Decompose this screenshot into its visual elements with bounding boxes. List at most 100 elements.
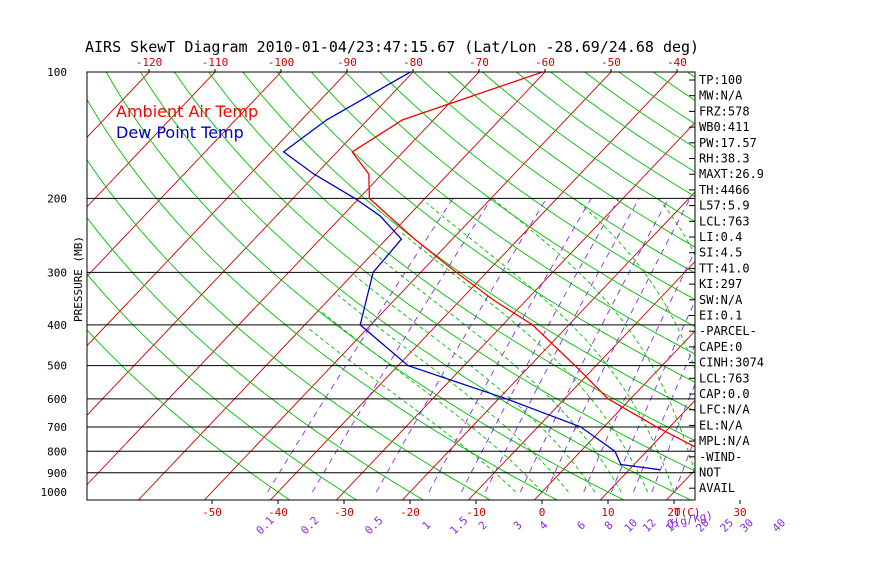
index-entry: CAP:0.0 <box>699 387 750 401</box>
index-entry: WB0:411 <box>699 120 750 134</box>
mixing-ratio-tick-label: 25 <box>718 516 737 535</box>
dry-adiabat-line <box>34 63 492 501</box>
profile-curves <box>283 71 746 470</box>
ambient-air-temp-point <box>745 469 746 470</box>
top-temp-tick-label: -50 <box>601 56 621 69</box>
pressure-tick-label: 100 <box>47 66 67 79</box>
dew-point-temp-point <box>373 272 374 273</box>
top-temp-tick-label: -90 <box>337 56 357 69</box>
index-entry: -PARCEL- <box>699 324 757 338</box>
dew-point-temp-point <box>283 151 284 152</box>
dry-adiabat-line <box>808 63 870 501</box>
top-temp-tick-label: -70 <box>469 56 489 69</box>
index-entry: -WIND- <box>699 450 742 464</box>
pressure-axis-label: PRESSURE (MB) <box>72 236 85 322</box>
bottom-temp-tick-label: 30 <box>733 506 746 519</box>
isotherm-line <box>265 53 696 506</box>
pressure-tick-label: 800 <box>47 445 67 458</box>
index-entry: L57:5.9 <box>699 199 750 213</box>
mixing-ratio-line <box>429 198 591 492</box>
index-entry: TP:100 <box>699 73 742 87</box>
index-entry: KI:297 <box>699 277 742 291</box>
ambient-air-temp-point <box>368 173 369 174</box>
moist-adiabat-line <box>400 232 647 492</box>
index-entry: EI:0.1 <box>699 309 742 323</box>
index-entry: CAPE:0 <box>699 340 742 354</box>
bottom-temp-tick-label: -40 <box>268 506 288 519</box>
mixing-ratio-tick-label: 2 <box>476 519 490 533</box>
legend-ambient-air-temp: Ambient Air Temp <box>116 102 258 121</box>
mixing-ratio-line <box>546 198 690 492</box>
dry-adiabat-line <box>775 63 870 501</box>
index-entry: RH:38.3 <box>699 152 750 166</box>
ambient-air-temp-point <box>456 272 457 273</box>
mixing-ratio-tick-label: 30 <box>738 516 757 535</box>
top-temp-tick-label: -40 <box>667 56 687 69</box>
index-entry: SI:4.5 <box>699 246 742 260</box>
top-temp-tick-label: -100 <box>268 56 295 69</box>
bottom-temp-tick-label: -30 <box>334 506 354 519</box>
dew-point-temp-point <box>401 239 402 240</box>
dry-adiabat-line <box>505 63 870 501</box>
ambient-air-temp-point <box>607 398 608 399</box>
ambient-air-temp-point <box>574 365 575 366</box>
dew-point-temp-line <box>284 72 660 470</box>
mixing-ratio-tick-label: 4 <box>537 518 551 532</box>
top-temp-tick-label: -110 <box>202 56 229 69</box>
isotherm-line <box>463 53 870 506</box>
dry-adiabat-line <box>640 63 870 501</box>
isotherm-line <box>859 53 870 506</box>
index-entry: SW:N/A <box>699 293 743 307</box>
isotherm-line <box>793 53 870 506</box>
dew-point-temp-point <box>354 198 355 199</box>
mixing-ratio-tick-label: 8 <box>602 519 616 533</box>
ambient-air-temp-point <box>352 151 353 152</box>
pressure-tick-label: 400 <box>47 319 67 332</box>
mixing-ratio-tick-label: 10 <box>622 516 641 535</box>
legend-dew-point-temp: Dew Point Temp <box>116 123 244 142</box>
dew-point-temp-point <box>360 324 361 325</box>
mixing-ratio-line <box>268 198 453 492</box>
bottom-temp-tick-label: 0 <box>539 506 546 519</box>
index-entry: LCL:763 <box>699 371 750 385</box>
bottom-temp-tick-label: 10 <box>601 506 614 519</box>
dry-adiabat-line <box>337 63 870 501</box>
bottom-temp-tick-label: -20 <box>400 506 420 519</box>
dew-point-temp-point <box>326 119 327 120</box>
index-entry: AVAIL <box>699 481 735 495</box>
pressure-tick-label: 700 <box>47 421 67 434</box>
dew-point-temp-point <box>506 398 507 399</box>
pressure-tick-label: 200 <box>47 192 67 205</box>
ambient-air-temp-point <box>402 119 403 120</box>
dew-point-temp-point <box>313 173 314 174</box>
index-entry: PW:17.57 <box>699 136 757 150</box>
top-temp-tick-label: -120 <box>136 56 163 69</box>
dew-point-temp-point <box>379 215 380 216</box>
index-entry: MAXT:26.9 <box>699 167 764 181</box>
moist-adiabat-line <box>374 253 622 492</box>
mixing-ratio-tick-label: 3 <box>511 519 525 533</box>
dry-adiabat-line <box>404 63 870 501</box>
top-temp-tick-label: -80 <box>403 56 423 69</box>
ambient-air-temp-point <box>494 300 495 301</box>
dew-point-temp-point <box>580 426 581 427</box>
mixing-ratio-line <box>749 198 859 492</box>
moist-adiabat-line <box>426 203 674 492</box>
index-entry: MW:N/A <box>699 89 743 103</box>
dry-adiabat-line <box>371 63 870 501</box>
index-entry: TH:4466 <box>699 183 750 197</box>
index-entry: TT:41.0 <box>699 261 750 275</box>
bottom-temp-tick-label: -50 <box>202 506 222 519</box>
index-entry: FRZ:578 <box>699 104 750 118</box>
index-entry: LCL:763 <box>699 214 750 228</box>
bottom-temp-unit-label: T(C) <box>674 506 701 519</box>
top-temp-tick-label: -60 <box>535 56 555 69</box>
bottom-temp-tick-label: -10 <box>466 506 486 519</box>
index-entry: MPL:N/A <box>699 434 750 448</box>
pressure-tick-label: 600 <box>47 393 67 406</box>
mixing-ratio-tick-label: 1 <box>420 519 434 533</box>
dry-adiabat-line <box>472 63 870 501</box>
mixing-ratio-tick-label: 40 <box>770 516 789 535</box>
ambient-air-temp-point <box>369 198 370 199</box>
